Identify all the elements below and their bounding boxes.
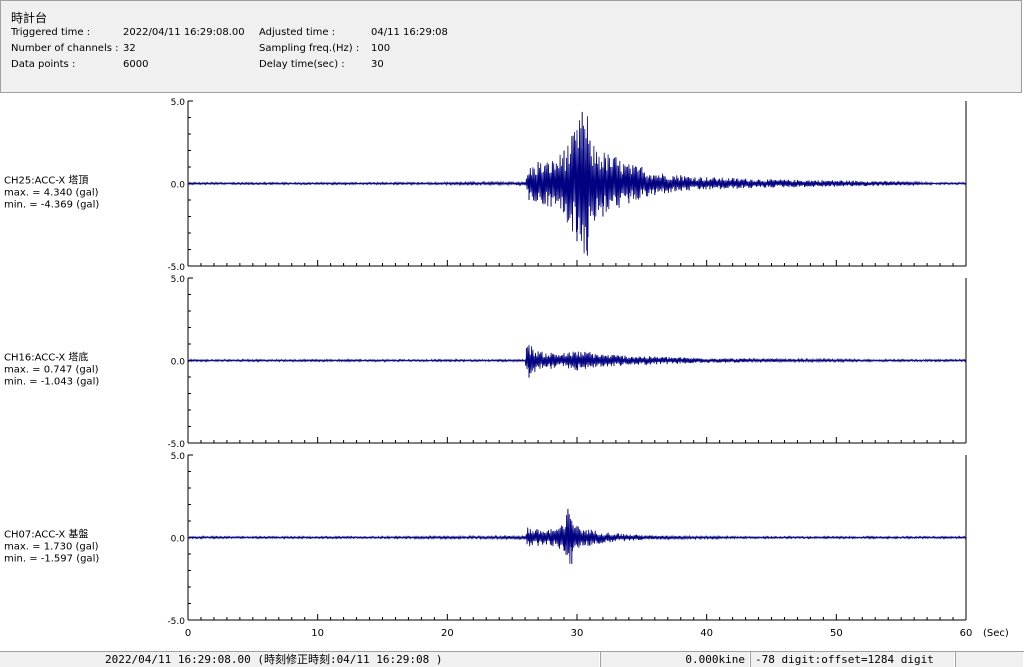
triggered-time-label: Triggered time :: [11, 27, 91, 38]
y-tick-label-ch2: 5.0: [171, 452, 186, 462]
y-tick-label-ch0: 5.0: [171, 98, 186, 108]
adjusted-time-value: 04/11 16:29:08: [371, 27, 448, 38]
station-title: 時計台: [11, 11, 48, 25]
channel-max-ch1: max. = 0.747 (gal): [4, 365, 99, 376]
channel-name-ch2: CH07:ACC-X 基盤: [4, 528, 88, 541]
waveform-ch2: [187, 512, 967, 564]
channel-min-ch2: min. = -1.597 (gal): [4, 554, 99, 565]
waveform-ch0: [187, 116, 967, 254]
channel-max-ch2: max. = 1.730 (gal): [4, 542, 99, 553]
x-tick-label: 50: [830, 628, 843, 639]
x-tick-label: 30: [571, 628, 584, 639]
y-tick-label-ch0: -5.0: [167, 263, 185, 273]
data-points-value: 6000: [123, 59, 149, 70]
status-time: 2022/04/11 16:29:08.00 (時刻修正時刻:04/11 16:…: [0, 652, 600, 667]
status-empty-pane: [955, 652, 1024, 667]
waveform-ch1: [187, 344, 967, 374]
adjusted-time-label: Adjusted time :: [259, 27, 336, 38]
y-tick-label-ch2: -5.0: [167, 617, 185, 627]
x-axis-label: (Sec): [983, 628, 1009, 639]
info-header: 時計台 Triggered time : 2022/04/11 16:29:08…: [0, 0, 1022, 93]
status-kine: 0.000kine: [600, 652, 750, 667]
x-tick-label: 20: [441, 628, 454, 639]
x-tick-label: 10: [311, 628, 324, 639]
channels-label: Number of channels :: [11, 43, 119, 54]
y-tick-label-ch1: 5.0: [171, 275, 186, 285]
channel-min-ch0: min. = -4.369 (gal): [4, 200, 99, 211]
channels-value: 32: [123, 43, 136, 54]
x-tick-label: 40: [700, 628, 713, 639]
channel-name-ch0: CH25:ACC-X 塔頂: [4, 174, 88, 187]
channel-max-ch0: max. = 4.340 (gal): [4, 188, 99, 199]
y-tick-label-ch1: 0.0: [171, 358, 186, 368]
status-bar: 2022/04/11 16:29:08.00 (時刻修正時刻:04/11 16:…: [0, 651, 1024, 667]
data-points-label: Data points :: [11, 59, 76, 70]
sampling-freq-label: Sampling freq.(Hz) :: [259, 43, 360, 54]
y-tick-label-ch2: 0.0: [171, 535, 186, 545]
channel-min-ch1: min. = -1.043 (gal): [4, 377, 99, 388]
x-tick-label: 60: [960, 628, 973, 639]
triggered-time-value: 2022/04/11 16:29:08.00: [123, 27, 245, 38]
status-digit: -78 digit:offset=1284 digit: [750, 652, 955, 667]
y-tick-label-ch1: -5.0: [167, 440, 185, 450]
y-tick-label-ch0: 0.0: [171, 181, 186, 191]
delay-time-label: Delay time(sec) :: [259, 59, 345, 70]
delay-time-value: 30: [371, 59, 384, 70]
channel-name-ch1: CH16:ACC-X 塔底: [4, 351, 88, 364]
sampling-freq-value: 100: [371, 43, 391, 54]
x-tick-label: 0: [185, 628, 191, 639]
